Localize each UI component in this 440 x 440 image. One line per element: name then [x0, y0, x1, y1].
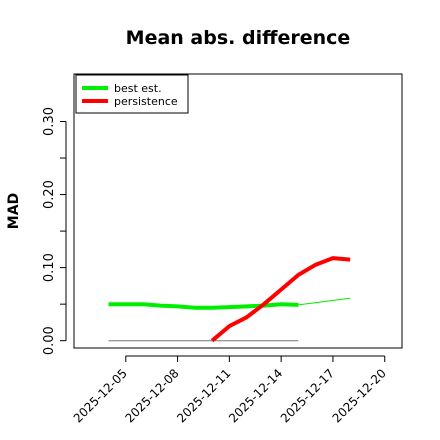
y-tick-label: 0.00 — [42, 326, 57, 355]
plot-area-frame — [73, 73, 403, 349]
y-tick-label: 0.30 — [42, 107, 57, 136]
x-tick-label: 2025-12-05 — [71, 366, 130, 425]
x-tick-label: 2025-12-08 — [122, 366, 181, 425]
y-tick-label: 0.20 — [42, 180, 57, 209]
series-line-best-est-extension — [298, 297, 351, 306]
x-tick-label: 2025-12-17 — [278, 366, 337, 425]
x-tick-label: 2025-12-11 — [174, 366, 233, 425]
legend-label-best-est: best est. — [114, 82, 162, 95]
legend: best est. persistence — [75, 74, 189, 114]
legend-box — [75, 74, 189, 114]
chart-title: Mean abs. difference — [126, 27, 351, 49]
series-line-best-est — [108, 302, 299, 310]
series-layer — [108, 256, 351, 343]
x-tick-label: 2025-12-20 — [330, 366, 389, 425]
y-axis-label: MAD — [6, 193, 22, 229]
x-tick-label: 2025-12-14 — [226, 366, 285, 425]
y-tick-label: 0.10 — [42, 253, 57, 282]
legend-label-persistence: persistence — [114, 95, 178, 108]
y-axis: 0.00 0.10 0.20 0.30 — [42, 107, 67, 355]
x-axis: 2025-12-052025-12-082025-12-112025-12-14… — [71, 355, 389, 425]
series-line-persistence — [210, 256, 351, 343]
